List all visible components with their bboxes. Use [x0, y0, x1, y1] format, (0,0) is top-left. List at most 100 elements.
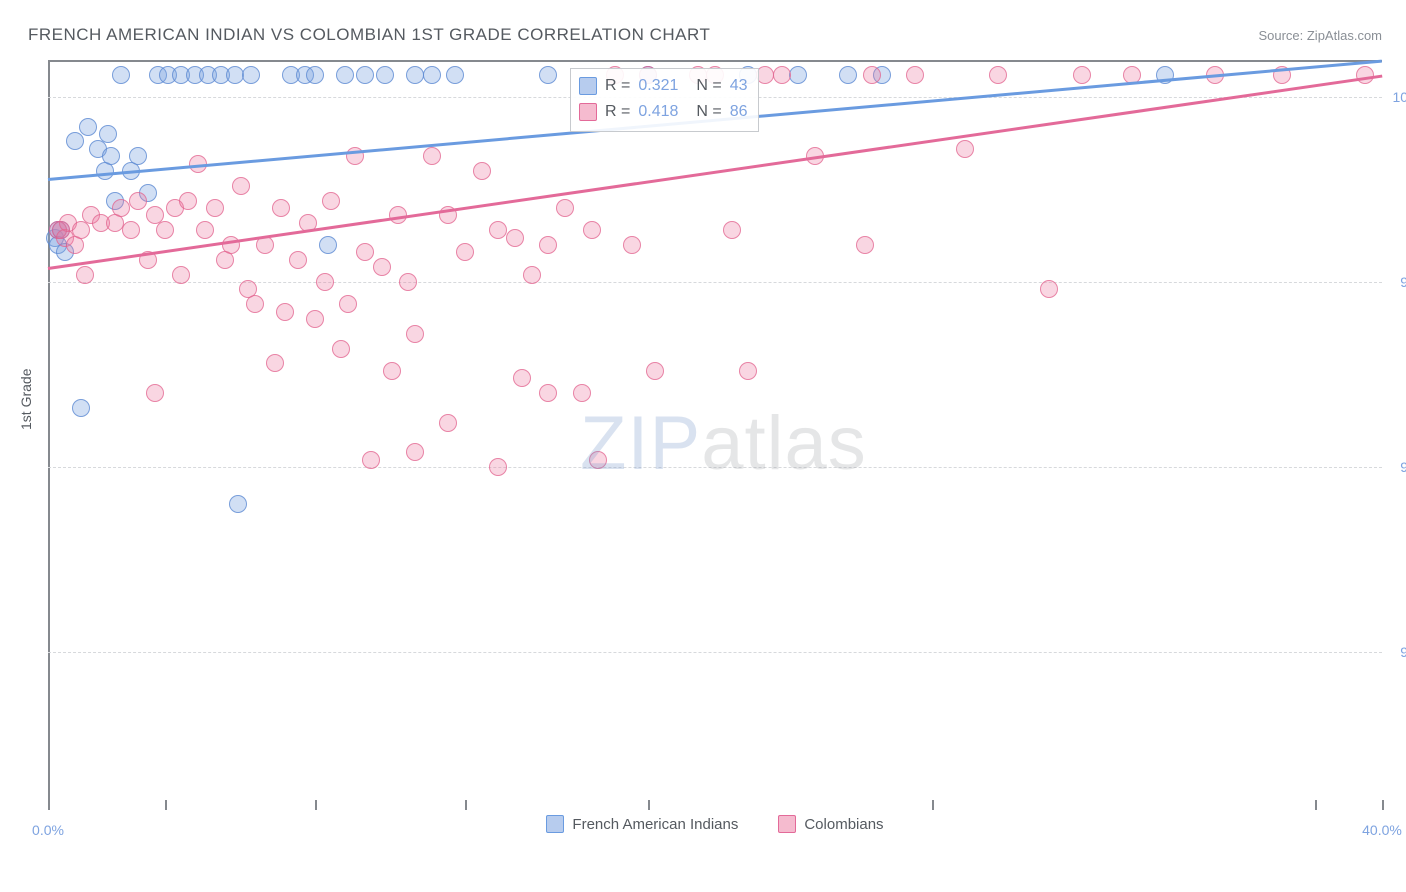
- scatter-point: [332, 340, 350, 358]
- scatter-point: [276, 303, 294, 321]
- xtick: [932, 800, 934, 810]
- scatter-point: [773, 66, 791, 84]
- legend-label-b: Colombians: [804, 816, 883, 833]
- xtick: [315, 800, 317, 810]
- scatter-point: [266, 354, 284, 372]
- ytick-label: 97.5%: [1388, 274, 1406, 290]
- ytick-label: 95.0%: [1388, 459, 1406, 475]
- legend-swatch-b: [778, 815, 796, 833]
- n-value-a: 43: [730, 77, 748, 95]
- scatter-point: [573, 384, 591, 402]
- scatter-point: [423, 147, 441, 165]
- scatter-point: [856, 236, 874, 254]
- scatter-point: [456, 243, 474, 261]
- legend-label-a: French American Indians: [572, 816, 738, 833]
- xtick: [465, 800, 467, 810]
- scatter-point: [102, 147, 120, 165]
- correlation-box: R = 0.321 N = 43 R = 0.418 N = 86: [570, 68, 759, 132]
- scatter-point: [122, 221, 140, 239]
- scatter-point: [336, 66, 354, 84]
- scatter-point: [99, 125, 117, 143]
- scatter-point: [756, 66, 774, 84]
- legend-item-a: French American Indians: [546, 815, 738, 833]
- scatter-point: [406, 443, 424, 461]
- correlation-row-b: R = 0.418 N = 86: [579, 99, 748, 125]
- n-value-b: 86: [730, 103, 748, 121]
- scatter-point: [489, 221, 507, 239]
- n-label: N =: [696, 77, 721, 95]
- legend: French American Indians Colombians: [50, 815, 1380, 833]
- scatter-point: [373, 258, 391, 276]
- r-label: R =: [605, 77, 630, 95]
- source-label: Source: ZipAtlas.com: [1258, 28, 1382, 43]
- scatter-point: [79, 118, 97, 136]
- scatter-point: [319, 236, 337, 254]
- scatter-point: [112, 66, 130, 84]
- xtick: [648, 800, 650, 810]
- correlation-row-a: R = 0.321 N = 43: [579, 73, 748, 99]
- scatter-point: [306, 310, 324, 328]
- scatter-point: [289, 251, 307, 269]
- scatter-point: [206, 199, 224, 217]
- scatter-point: [76, 266, 94, 284]
- r-value-a: 0.321: [638, 77, 678, 95]
- r-value-b: 0.418: [638, 103, 678, 121]
- scatter-point: [506, 229, 524, 247]
- scatter-point: [556, 199, 574, 217]
- swatch-series-a: [579, 77, 597, 95]
- scatter-point: [539, 66, 557, 84]
- legend-item-b: Colombians: [778, 815, 883, 833]
- scatter-point: [362, 451, 380, 469]
- scatter-point: [473, 162, 491, 180]
- scatter-point: [839, 66, 857, 84]
- scatter-point: [196, 221, 214, 239]
- ytick-label: 92.5%: [1388, 644, 1406, 660]
- scatter-point: [906, 66, 924, 84]
- scatter-point: [439, 414, 457, 432]
- gridline-h: [48, 467, 1382, 468]
- xtick: [1382, 800, 1384, 810]
- y-axis-label: 1st Grade: [18, 369, 34, 430]
- scatter-point: [539, 384, 557, 402]
- scatter-point: [489, 458, 507, 476]
- scatter-point: [399, 273, 417, 291]
- scatter-point: [583, 221, 601, 239]
- xtick: [1315, 800, 1317, 810]
- scatter-point: [423, 66, 441, 84]
- xtick: [165, 800, 167, 810]
- scatter-point: [646, 362, 664, 380]
- scatter-point: [1040, 280, 1058, 298]
- scatter-point: [112, 199, 130, 217]
- scatter-point: [246, 295, 264, 313]
- scatter-point: [956, 140, 974, 158]
- scatter-point: [339, 295, 357, 313]
- chart-title: FRENCH AMERICAN INDIAN VS COLOMBIAN 1ST …: [28, 25, 710, 45]
- scatter-point: [539, 236, 557, 254]
- scatter-point: [129, 147, 147, 165]
- scatter-point: [863, 66, 881, 84]
- scatter-point: [406, 325, 424, 343]
- scatter-point: [356, 66, 374, 84]
- scatter-point: [523, 266, 541, 284]
- scatter-point: [513, 369, 531, 387]
- ytick-label: 100.0%: [1388, 89, 1406, 105]
- scatter-point: [589, 451, 607, 469]
- xtick: [48, 800, 50, 810]
- scatter-point: [229, 495, 247, 513]
- scatter-point: [72, 399, 90, 417]
- scatter-point: [179, 192, 197, 210]
- scatter-point: [272, 199, 290, 217]
- scatter-point: [789, 66, 807, 84]
- scatter-point: [156, 221, 174, 239]
- scatter-point: [242, 66, 260, 84]
- legend-swatch-a: [546, 815, 564, 833]
- n-label: N =: [696, 103, 721, 121]
- scatter-point: [129, 192, 147, 210]
- scatter-point: [723, 221, 741, 239]
- scatter-point: [376, 66, 394, 84]
- scatter-point: [172, 266, 190, 284]
- scatter-point: [446, 66, 464, 84]
- scatter-point: [739, 362, 757, 380]
- scatter-point: [316, 273, 334, 291]
- scatter-point: [66, 132, 84, 150]
